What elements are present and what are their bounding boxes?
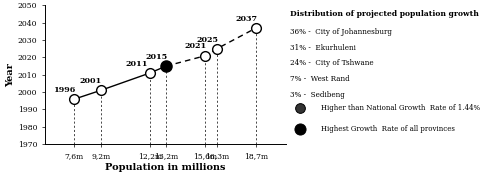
Text: 7% -  West Rand: 7% - West Rand [290,75,350,83]
Text: 36% -  City of Johannesburg: 36% - City of Johannesburg [290,28,392,36]
Text: 2001: 2001 [80,77,102,85]
Text: Distribution of projected population growth: Distribution of projected population gro… [290,9,479,17]
Text: 2025: 2025 [196,36,218,43]
Text: Highest Growth  Rate of all provinces: Highest Growth Rate of all provinces [322,125,455,133]
X-axis label: Population in millions: Population in millions [105,163,226,172]
Text: 24% -  City of Tshwane: 24% - City of Tshwane [290,59,374,67]
Text: 2021: 2021 [184,43,207,50]
Text: 31% -  Ekurhuleni: 31% - Ekurhuleni [290,44,356,51]
Text: 2015: 2015 [145,53,168,61]
Text: 2011: 2011 [126,60,148,68]
Text: 3% -  Sedibeng: 3% - Sedibeng [290,91,345,100]
Y-axis label: Year: Year [6,63,15,87]
Text: 1996: 1996 [54,86,76,94]
Text: Higher than National Growth  Rate of 1.44%: Higher than National Growth Rate of 1.44… [322,104,480,112]
Text: 2037: 2037 [236,15,258,23]
